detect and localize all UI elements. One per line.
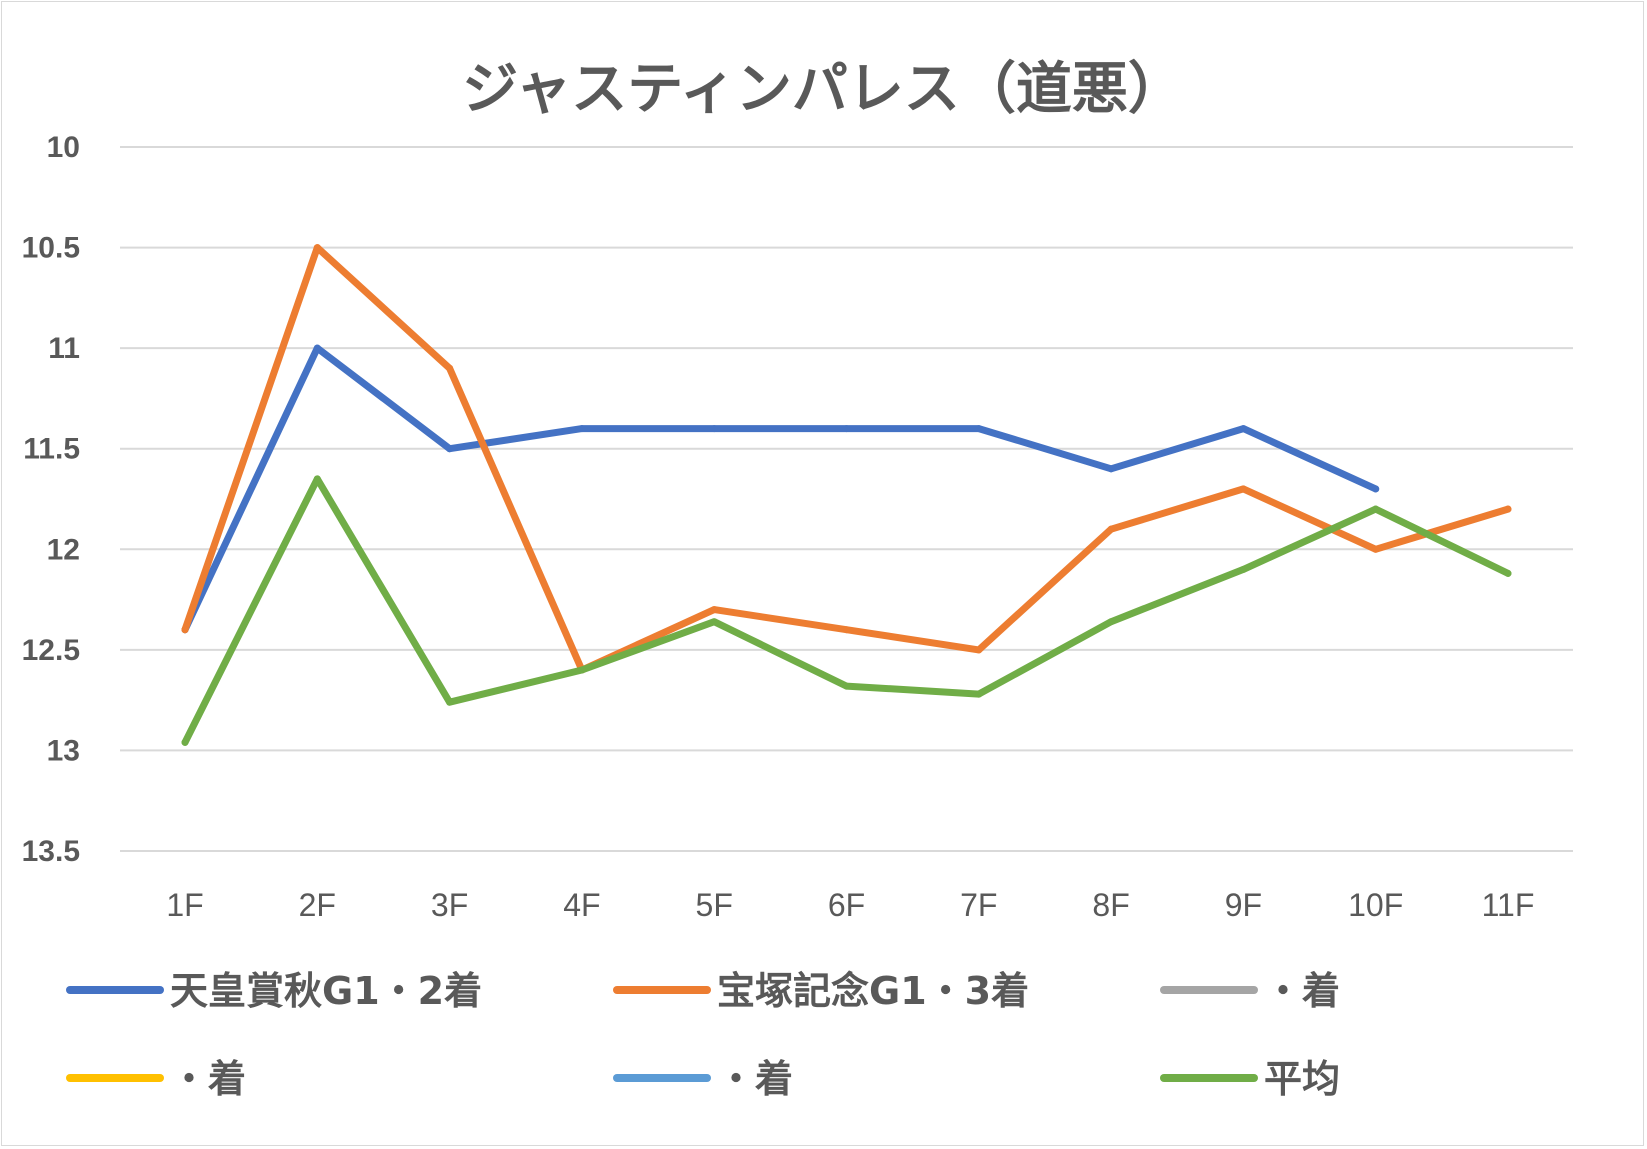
legend-item: 天皇賞秋G1・2着 — [66, 969, 482, 1013]
data-point — [710, 618, 718, 626]
legend-label: 天皇賞秋G1・2着 — [170, 969, 482, 1013]
y-tick-label: 11.5 — [23, 433, 80, 466]
legend-label: ・着 — [717, 1057, 793, 1101]
x-tick-label: 10F — [1348, 887, 1403, 923]
data-point — [975, 690, 983, 698]
data-point — [313, 344, 321, 352]
y-tick-label: 13.5 — [22, 835, 80, 868]
x-tick-label: 2F — [299, 887, 336, 923]
x-tick-label: 7F — [960, 887, 997, 923]
legend-label: 平均 — [1264, 1057, 1340, 1101]
legend: 天皇賞秋G1・2着 宝塚記念G1・3着 ・着・着 ・着 平均 — [66, 969, 1340, 1101]
data-point — [446, 364, 454, 372]
data-point — [1107, 618, 1115, 626]
data-point — [843, 626, 850, 634]
x-tick-label: 9F — [1225, 887, 1262, 923]
x-tick-label: 3F — [431, 887, 468, 923]
x-tick-label: 11F — [1482, 887, 1535, 923]
series-1 — [181, 244, 1512, 674]
data-point — [1107, 525, 1115, 533]
data-point — [1372, 505, 1380, 513]
legend-item: ・着 — [613, 1057, 793, 1101]
data-point — [1107, 465, 1115, 473]
data-point — [843, 682, 850, 690]
x-tick-label: 6F — [828, 887, 865, 923]
data-point — [1372, 485, 1380, 493]
data-point — [1504, 569, 1512, 577]
series-line — [181, 344, 1380, 634]
data-point — [1239, 485, 1247, 493]
legend-item: 平均 — [1160, 1057, 1340, 1101]
x-tick-label: 5F — [696, 887, 733, 923]
legend-item: ・着 — [1160, 969, 1340, 1013]
data-point — [446, 698, 454, 706]
y-tick-label: 12.5 — [22, 634, 80, 667]
data-point — [1239, 565, 1247, 573]
data-point — [975, 646, 983, 654]
data-point — [313, 244, 321, 252]
y-tick-label: 13 — [47, 734, 80, 767]
legend-label: ・着 — [1264, 969, 1340, 1013]
legend-label: ・着 — [170, 1057, 246, 1101]
data-point — [710, 425, 718, 433]
data-point — [446, 445, 454, 453]
data-point — [578, 425, 586, 433]
data-point — [313, 475, 321, 483]
x-tick-label: 4F — [563, 887, 600, 923]
data-point — [843, 425, 850, 433]
legend-item: 宝塚記念G1・3着 — [613, 969, 1029, 1013]
y-tick-label: 10 — [47, 131, 80, 164]
gridlines — [120, 146, 1573, 852]
data-point — [710, 606, 718, 614]
y-tick-label: 12 — [47, 533, 80, 566]
series-5 — [181, 475, 1512, 746]
y-axis-ticks: 10 10.5 11 11.5 12 12.5 13 13.5 — [22, 131, 80, 868]
series-lines — [181, 244, 1512, 746]
data-point — [1239, 425, 1247, 433]
data-point — [1372, 545, 1380, 553]
x-tick-label: 8F — [1092, 887, 1129, 923]
data-point — [578, 666, 586, 674]
data-point — [181, 738, 189, 746]
chart-title: ジャスティンパレス（道悪） — [462, 57, 1184, 122]
legend-item: ・着 — [66, 1057, 246, 1101]
legend-label: 宝塚記念G1・3着 — [717, 969, 1029, 1013]
data-point — [181, 626, 189, 634]
x-axis-ticks: 1F 2F 3F 4F 5F 6F 7F 8F 9F 10F 11F — [166, 887, 1534, 923]
x-tick-label: 1F — [166, 887, 203, 923]
data-point — [975, 425, 983, 433]
y-tick-label: 11 — [48, 332, 80, 365]
data-point — [1504, 505, 1512, 513]
y-tick-label: 10.5 — [22, 232, 80, 265]
